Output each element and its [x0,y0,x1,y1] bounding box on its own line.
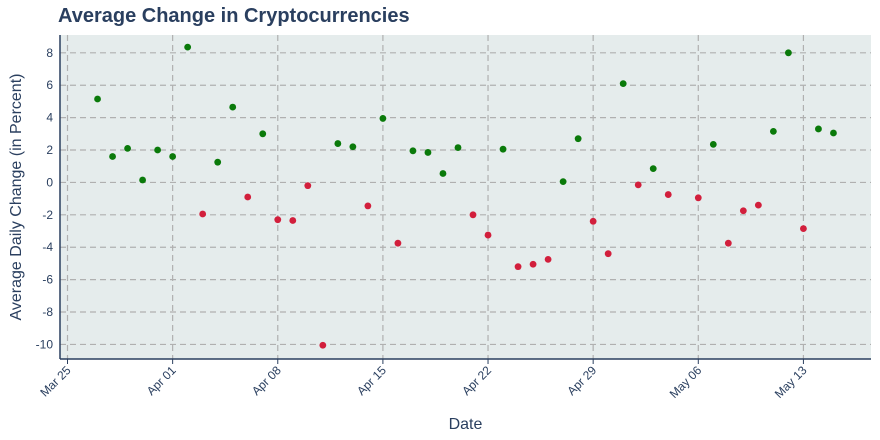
data-point [349,143,357,151]
data-point [124,145,131,152]
y-tick-label: -10 [36,337,54,351]
data-point [694,194,702,202]
x-tick-label: Apr 15 [354,363,389,398]
y-tick-label: 6 [46,78,53,92]
data-point [469,211,477,219]
data-point [784,49,792,57]
y-tick-label: 2 [46,143,53,157]
y-tick-label: 8 [46,46,53,60]
data-point [484,231,492,239]
data-point [634,181,642,189]
data-point [830,129,837,137]
data-point [769,127,777,135]
grid-lines [60,35,871,359]
x-tick-label: Apr 08 [249,363,284,398]
y-tick-label: -8 [42,305,53,319]
y-axis-title: Average Daily Change (in Percent) [8,74,25,321]
data-point [529,260,537,268]
data-point [409,147,417,155]
data-point [499,145,507,153]
data-point [544,255,552,263]
data-point [169,153,177,160]
data-point [364,202,372,210]
data-point [229,103,237,111]
y-tick-label: -4 [42,240,53,254]
data-point [289,217,297,224]
data-point [274,216,282,224]
data-point [604,250,612,258]
plot-background [60,35,871,359]
x-tick-label: Apr 01 [144,363,179,398]
data-point [754,201,762,209]
data-point [709,140,717,148]
data-point [439,170,447,177]
data-point [199,210,207,218]
data-point [559,178,567,186]
y-tick-label: 0 [46,175,53,189]
x-tick-label: Apr 22 [459,363,494,398]
x-tick-label: Apr 29 [564,363,599,398]
data-point [800,225,807,232]
data-point [379,115,387,122]
data-point [574,135,582,143]
data-point [214,158,222,166]
data-point [664,191,672,198]
y-tick-label: -6 [42,273,53,287]
x-tick-label: May 13 [772,363,810,401]
data-point [815,125,822,133]
x-tick-label: May 06 [667,363,705,401]
data-point [394,239,402,247]
data-point [304,182,312,190]
data-point [739,207,747,215]
y-tick-label: 4 [46,111,53,125]
data-point [184,43,192,51]
x-axis-title: Date [449,416,483,433]
data-point [109,153,116,160]
data-point [454,144,462,151]
data-point [94,95,101,103]
chart-title: Average Change in Cryptocurrencies [58,5,410,27]
data-point [259,130,267,138]
x-tick-label: Mar 25 [37,363,74,400]
data-point [589,217,597,225]
data-point [244,193,252,201]
y-tick-label: -2 [42,208,53,222]
data-point [154,146,162,154]
data-point [319,341,327,349]
data-point [619,80,627,87]
data-point [139,176,147,184]
data-point [424,149,432,156]
data-point [649,165,657,173]
data-points [94,43,837,349]
axes [59,35,871,364]
data-point [334,140,342,147]
data-point [724,239,732,247]
data-point [514,263,522,271]
